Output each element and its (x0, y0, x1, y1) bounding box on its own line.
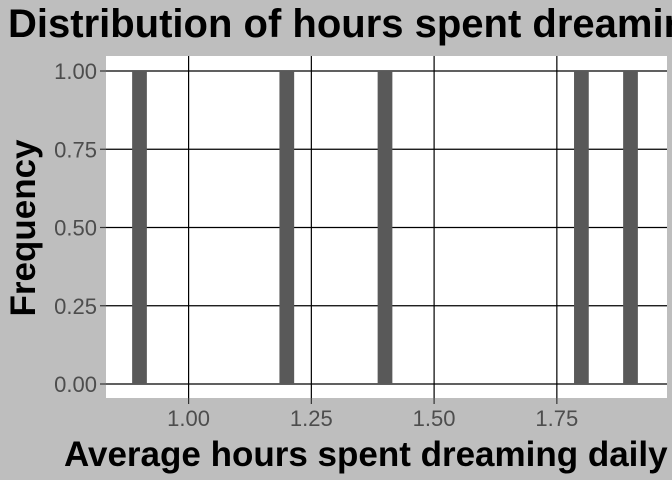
y-axis-ticks: 0.00 0.25 0.50 0.75 1.00 (54, 59, 106, 397)
histogram-bar (623, 71, 638, 384)
x-tick-label: 1.25 (290, 406, 333, 431)
histogram-bar (377, 71, 393, 384)
y-tick-label: 0.75 (54, 137, 97, 162)
y-tick-label: 0.50 (54, 216, 97, 241)
y-axis-title: Frequency (4, 139, 43, 317)
x-axis-ticks: 1.00 1.25 1.50 1.75 (167, 398, 578, 431)
histogram-bar (574, 71, 589, 384)
x-tick-label: 1.75 (535, 406, 578, 431)
histogram-bar (279, 71, 295, 384)
x-axis-title: Average hours spent dreaming daily (64, 435, 668, 474)
y-tick-label: 0.25 (54, 294, 97, 319)
chart-title: Distribution of hours spent dreaming (8, 2, 672, 46)
x-tick-label: 1.50 (413, 406, 456, 431)
bars (132, 71, 638, 384)
y-tick-label: 0.00 (54, 372, 97, 397)
y-tick-label: 1.00 (54, 59, 97, 84)
x-tick-label: 1.00 (167, 406, 210, 431)
histogram-bar (132, 71, 147, 384)
